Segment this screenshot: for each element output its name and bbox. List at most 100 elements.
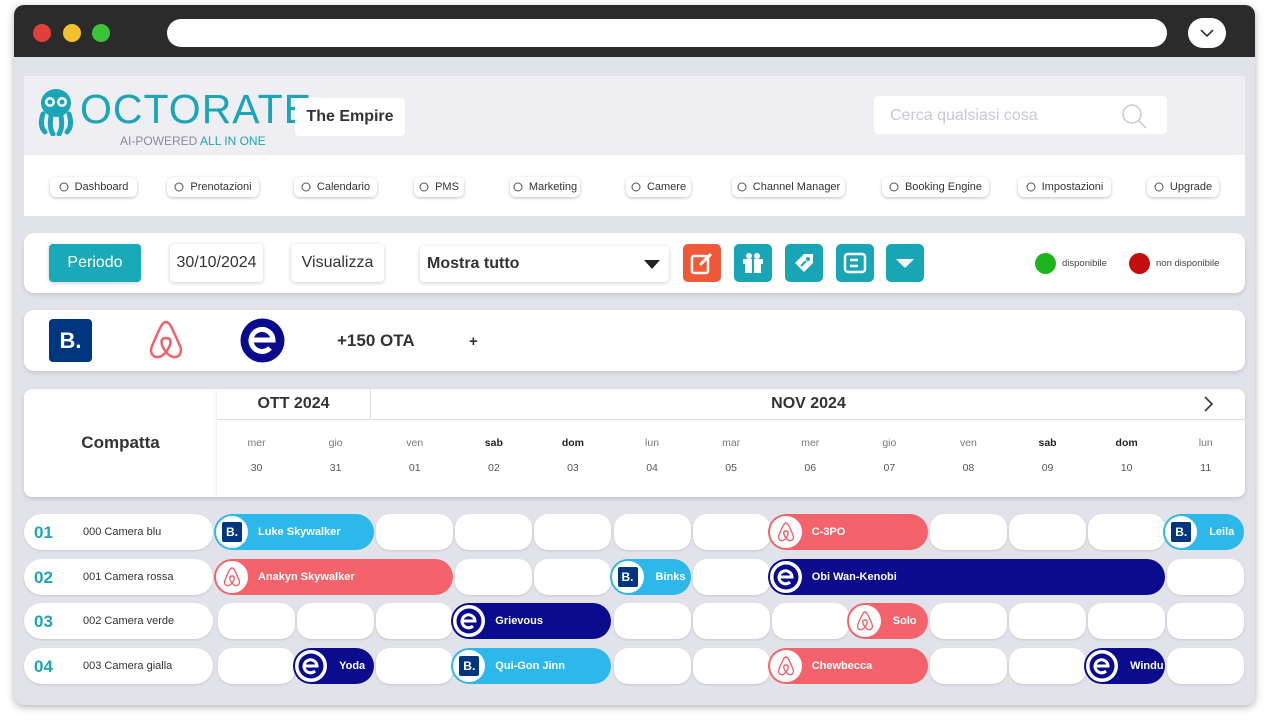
available-cell[interactable] bbox=[771, 603, 849, 639]
date-label: 10 bbox=[1120, 462, 1133, 474]
available-cell[interactable] bbox=[613, 514, 691, 550]
gift-button[interactable] bbox=[734, 244, 772, 282]
nav-item[interactable]: Camere bbox=[626, 177, 691, 197]
weekday-label: lun bbox=[1198, 437, 1213, 449]
available-cell[interactable] bbox=[534, 514, 612, 550]
available-cell[interactable] bbox=[218, 647, 296, 684]
available-cell[interactable] bbox=[692, 647, 770, 684]
edit-button[interactable] bbox=[683, 244, 721, 282]
available-cell[interactable] bbox=[218, 603, 296, 639]
booking-bar[interactable]: Solo bbox=[846, 603, 928, 639]
nav-label: PMS bbox=[435, 181, 459, 193]
room-label[interactable]: 04 003 Camera gialla bbox=[24, 647, 213, 684]
property-selector[interactable]: The Empire bbox=[295, 98, 405, 136]
guest-name: Anakyn Skywalker bbox=[258, 570, 355, 583]
close-dot[interactable] bbox=[33, 24, 51, 42]
nav-item[interactable]: Prenotazioni bbox=[167, 177, 259, 197]
add-ota[interactable]: + bbox=[469, 333, 478, 350]
tag-button[interactable] bbox=[785, 244, 823, 282]
browser-menu[interactable] bbox=[1188, 18, 1226, 48]
report-button[interactable] bbox=[836, 244, 874, 282]
booking-bar[interactable]: Chewbecca bbox=[767, 647, 928, 684]
available-cell[interactable] bbox=[1009, 603, 1087, 639]
available-cell[interactable] bbox=[1088, 514, 1166, 550]
booking-bar[interactable]: C-3PO bbox=[767, 514, 928, 550]
booking-bar[interactable]: Yoda bbox=[293, 647, 375, 684]
available-cell[interactable] bbox=[692, 558, 770, 595]
available-cell[interactable] bbox=[613, 647, 691, 684]
available-cell[interactable] bbox=[534, 558, 612, 595]
next-month[interactable] bbox=[1198, 394, 1218, 419]
available-cell[interactable] bbox=[692, 603, 770, 639]
available-cell[interactable] bbox=[455, 558, 533, 595]
view-button[interactable]: Visualizza bbox=[291, 244, 384, 282]
available-cell[interactable] bbox=[297, 603, 375, 639]
url-bar[interactable] bbox=[167, 19, 1167, 47]
gift-icon bbox=[743, 253, 763, 273]
legend-dot bbox=[1129, 253, 1150, 274]
booking-bar[interactable]: B. Leila bbox=[1163, 514, 1245, 550]
booking-logo[interactable]: B. bbox=[49, 319, 92, 362]
booking-bar[interactable]: B. Qui-Gon Jinn bbox=[451, 647, 612, 684]
compact-toggle[interactable]: Compatta bbox=[24, 389, 217, 497]
month-tab[interactable]: OTT 2024 bbox=[217, 389, 371, 420]
nav-item[interactable]: PMS bbox=[414, 177, 464, 197]
available-cell[interactable] bbox=[376, 647, 454, 684]
ota-more[interactable]: +150 OTA bbox=[337, 331, 415, 350]
search-box[interactable]: Cerca qualsiasi cosa bbox=[874, 96, 1167, 134]
room-number: 02 bbox=[34, 567, 53, 587]
available-cell[interactable] bbox=[1167, 558, 1245, 595]
available-cell[interactable] bbox=[929, 603, 1007, 639]
more-button[interactable] bbox=[886, 244, 924, 282]
available-cell[interactable] bbox=[613, 603, 691, 639]
weekday-label: mer bbox=[247, 437, 266, 449]
available-cell[interactable] bbox=[1009, 647, 1087, 684]
airbnb-logo[interactable] bbox=[146, 318, 186, 362]
guest-name: Leila bbox=[1209, 526, 1235, 538]
booking-bar[interactable]: B. Binks bbox=[609, 558, 691, 595]
room-label[interactable]: 01 000 Camera blu bbox=[24, 514, 213, 550]
available-cell[interactable] bbox=[1167, 603, 1245, 639]
maximize-dot[interactable] bbox=[92, 24, 110, 42]
nav-item[interactable]: Channel Manager bbox=[732, 177, 845, 197]
date-label: 30 bbox=[250, 462, 263, 474]
nav-icon bbox=[889, 182, 899, 192]
booking-bar[interactable]: Obi Wan-Kenobi bbox=[767, 558, 1166, 595]
logo-text: OCTORATE bbox=[80, 86, 312, 132]
filter-select[interactable]: Mostra tutto bbox=[420, 246, 669, 282]
expedia-logo[interactable] bbox=[240, 318, 285, 363]
booking-bar[interactable]: Windu bbox=[1084, 647, 1166, 684]
available-cell[interactable] bbox=[929, 514, 1007, 550]
booking-bar[interactable]: Grievous bbox=[451, 603, 612, 639]
channel-icon: B. bbox=[610, 559, 645, 594]
weekday-label: ven bbox=[959, 437, 977, 449]
room-label[interactable]: 03 002 Camera verde bbox=[24, 603, 213, 639]
available-cell[interactable] bbox=[929, 647, 1007, 684]
room-number: 04 bbox=[34, 656, 53, 676]
available-cell[interactable] bbox=[692, 514, 770, 550]
date-field[interactable]: 30/10/2024 bbox=[170, 244, 263, 282]
booking-bar[interactable]: B. Luke Skywalker bbox=[214, 514, 375, 550]
nav-item[interactable]: Marketing bbox=[510, 177, 580, 197]
available-cell[interactable] bbox=[1167, 647, 1245, 684]
month-tab[interactable]: NOV 2024 bbox=[372, 389, 1245, 420]
channel-icon bbox=[452, 604, 487, 638]
date-label: 31 bbox=[329, 462, 342, 474]
available-cell[interactable] bbox=[1009, 514, 1087, 550]
room-label[interactable]: 02 001 Camera rossa bbox=[24, 558, 213, 595]
legend-label: disponibile bbox=[1062, 258, 1107, 269]
available-cell[interactable] bbox=[376, 603, 454, 639]
available-cell[interactable] bbox=[1088, 603, 1166, 639]
nav-item[interactable]: Dashboard bbox=[50, 177, 137, 197]
nav-item[interactable]: Impostazioni bbox=[1018, 177, 1111, 197]
available-cell[interactable] bbox=[376, 514, 454, 550]
minimize-dot[interactable] bbox=[63, 24, 81, 42]
nav-item[interactable]: Booking Engine bbox=[882, 177, 989, 197]
nav-item[interactable]: Upgrade bbox=[1147, 177, 1219, 197]
booking-bar[interactable]: Anakyn Skywalker bbox=[214, 558, 454, 595]
weekday-label: ven bbox=[406, 437, 424, 449]
available-cell[interactable] bbox=[455, 514, 533, 550]
period-button[interactable]: Periodo bbox=[49, 244, 141, 282]
nav-label: Upgrade bbox=[1169, 181, 1213, 193]
nav-item[interactable]: Calendario bbox=[294, 177, 377, 197]
